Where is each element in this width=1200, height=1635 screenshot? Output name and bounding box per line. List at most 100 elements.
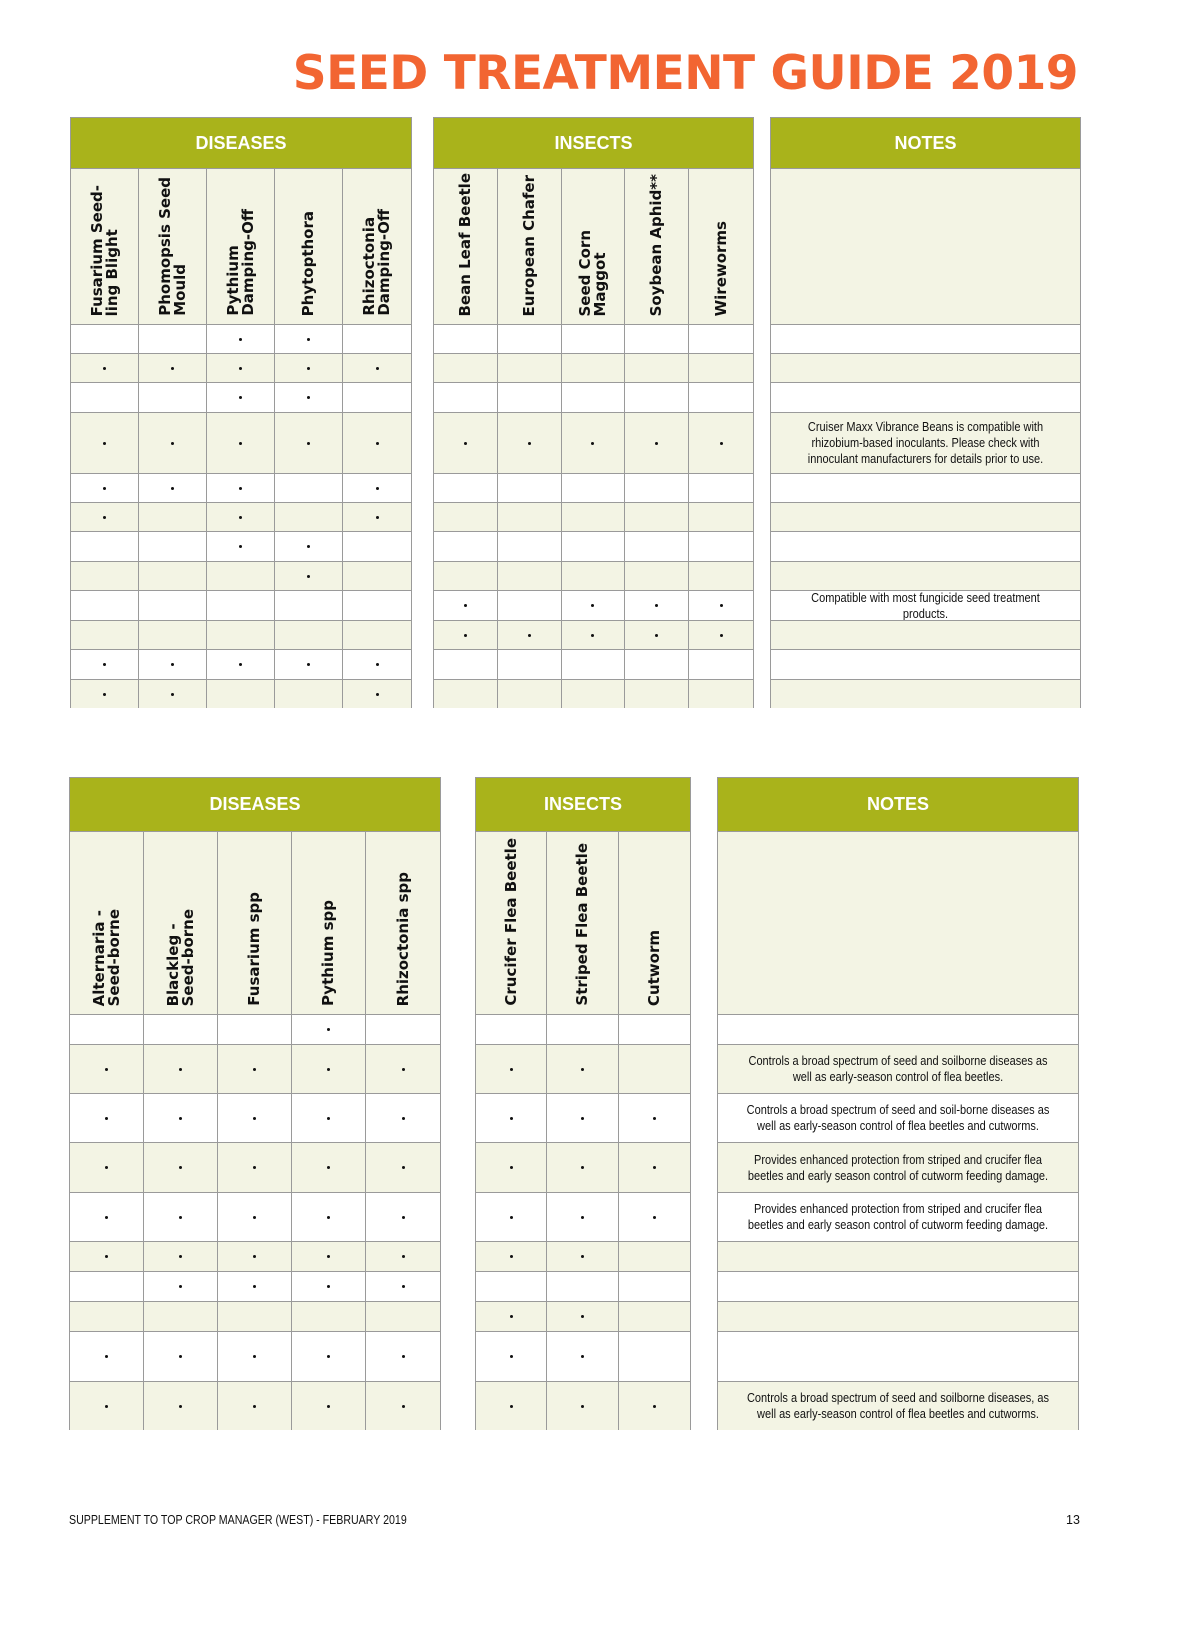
table-cell [218,1044,292,1093]
check-dot-icon [103,515,106,519]
table-cell [207,649,275,679]
notes-row [771,679,1080,708]
table-cell [275,382,343,412]
table-cell [144,1142,218,1192]
table-cell [547,1301,619,1331]
notes-row [718,1271,1078,1301]
notes-row [718,1241,1078,1271]
top-insects-table: INSECTS Bean Leaf Beetle European Chafer Se… [433,117,754,708]
check-dot-icon [253,1285,256,1288]
table-cell [476,1014,548,1044]
table-cell [275,620,343,649]
column-header-label: Rhizoctonia spp [393,871,412,1006]
column-header-label: Pythium Damping-Off [223,209,257,316]
table-cell [218,1331,292,1381]
table-cell [497,324,562,353]
table-cell [292,1014,366,1044]
check-dot-icon [591,441,595,445]
check-dot-icon [103,441,106,445]
table-cell [366,1301,440,1331]
check-dot-icon [253,1355,256,1358]
table-cell [343,561,411,590]
column-header: Striped Flea Beetle [547,832,619,1014]
column-header: Cutworm [619,832,690,1014]
check-dot-icon [580,1067,584,1071]
table-cell [689,502,753,531]
table-cell [561,561,626,590]
notes-row [771,353,1080,382]
note-text: Compatible with most fungicide seed trea… [811,590,1040,621]
table-cell [561,531,626,561]
check-dot-icon [103,692,106,696]
table-cell [625,561,690,590]
check-dot-icon [509,1116,513,1120]
table-cell [144,1241,218,1271]
table-cell [476,1093,548,1142]
table-cell [139,502,207,531]
column-header-label: Seed Corn Maggot [575,229,609,317]
table-cell [497,382,562,412]
check-dot-icon [179,1255,182,1258]
table-cell [139,412,207,473]
table-cell [139,324,207,353]
table-cell [497,473,562,502]
check-dot-icon [253,1404,256,1408]
note-text: Controls a broad spectrum of seed and so… [748,1054,1048,1084]
table-cell [292,1271,366,1301]
table-cell [292,1331,366,1381]
check-dot-icon [179,1067,182,1071]
table-cell [561,502,626,531]
table-cell [434,590,498,620]
notes-row [718,1331,1078,1381]
table-cell [366,1381,440,1430]
table-cell [547,1044,619,1093]
notes-row: Provides enhanced protection from stripe… [718,1142,1078,1192]
check-dot-icon [171,692,174,696]
table-cell [561,679,626,708]
check-dot-icon [307,441,310,445]
table-cell [207,412,275,473]
table-cell [70,1241,144,1271]
table-cell [207,502,275,531]
table-cell [434,324,498,353]
table-cell [275,473,343,502]
table-cell [144,1044,218,1093]
column-header: Phomopsis Seed Mould [139,169,207,324]
table-cell [625,324,690,353]
check-dot-icon [239,396,242,399]
check-dot-icon [239,366,242,370]
table-cell [292,1381,366,1430]
check-dot-icon [580,1116,584,1120]
check-dot-icon [719,441,723,445]
table-cell [207,590,275,620]
table-cell [366,1241,440,1271]
check-dot-icon [307,663,310,666]
table-cell [625,620,690,649]
table-cell [139,382,207,412]
check-dot-icon [307,545,310,548]
table-cell [497,412,562,473]
check-dot-icon [171,663,174,666]
table-cell [275,649,343,679]
table-cell [218,1093,292,1142]
table-cell [218,1271,292,1301]
table-cell [625,473,690,502]
check-dot-icon [509,1255,513,1258]
check-dot-icon [463,633,467,637]
check-dot-icon [179,1285,182,1288]
column-header-label: Fusarium Seed- ling Blight [87,184,121,316]
note-text: Provides enhanced protection from stripe… [747,1202,1049,1232]
note-text: Provides enhanced protection from stripe… [747,1152,1049,1183]
table-cell [689,531,753,561]
table-cell [70,1301,144,1331]
check-dot-icon [527,633,531,637]
check-dot-icon [509,1215,513,1219]
check-dot-icon [307,396,310,399]
column-header-label: Fusarium spp [245,892,263,1006]
table-cell [144,1381,218,1430]
table-cell [497,353,562,382]
table-cell [207,353,275,382]
notes-row [771,531,1080,561]
check-dot-icon [105,1355,108,1358]
check-dot-icon [401,1116,405,1120]
